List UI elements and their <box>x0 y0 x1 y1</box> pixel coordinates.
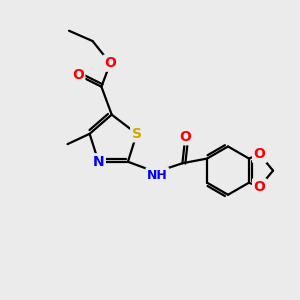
Text: O: O <box>72 68 84 82</box>
Text: O: O <box>254 180 266 194</box>
Text: O: O <box>104 56 116 70</box>
Text: S: S <box>132 127 142 141</box>
Text: O: O <box>254 147 266 161</box>
Text: O: O <box>179 130 191 144</box>
Text: NH: NH <box>147 169 168 182</box>
Text: N: N <box>93 155 104 169</box>
